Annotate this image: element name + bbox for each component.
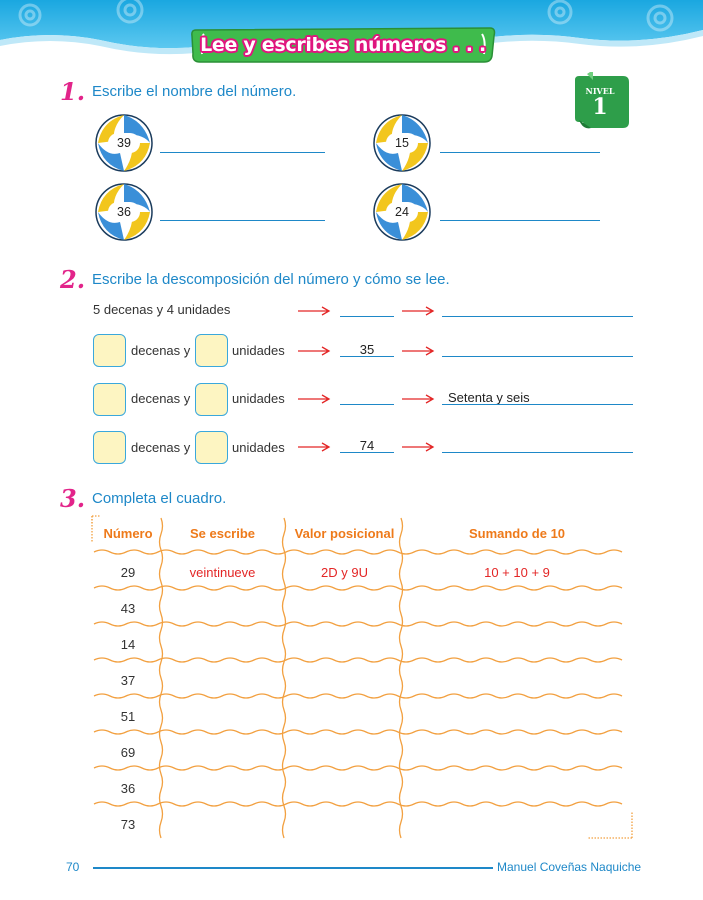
decenas-box[interactable] [93,383,126,416]
cell-numero: 14 [120,637,136,652]
ball-icon [373,183,431,241]
cell-se-escribe[interactable] [161,810,284,840]
table-grid [91,515,633,839]
footer-divider [93,867,493,869]
number-line[interactable] [340,452,394,453]
answer-line[interactable] [440,220,600,221]
cell-se-escribe[interactable] [161,630,284,660]
level-number: 1 [592,94,608,120]
cell-valor-posicional[interactable] [288,702,401,732]
cell-valor-posicional[interactable]: 2D y 9U [321,565,368,580]
arrow-right-icon [298,442,331,452]
cell-numero: 29 [120,565,136,580]
ball-number: 36 [108,202,140,222]
table-header-numero: Número [103,526,153,541]
cell-valor-posicional[interactable] [288,774,401,804]
section3-number: 3. [60,484,86,513]
cell-sumando[interactable] [403,702,631,732]
arrow-right-icon [402,394,435,404]
answer-line[interactable] [160,220,325,221]
page-title: Lee y escribes números . . . [200,34,486,56]
arrow-right-icon [298,394,331,404]
section1-number: 1. [60,77,86,106]
decenas-label: decenas y [131,343,191,358]
level-label: NIVEL [585,86,615,96]
cell-numero: 43 [120,601,136,616]
section1-instruction: Escribe el nombre del número. [92,83,297,100]
decomposition-example: 5 decenas y 4 unidades [93,302,231,317]
cell-sumando[interactable] [403,594,631,624]
cell-sumando[interactable] [403,630,631,660]
arrow-right-icon [298,346,331,356]
unidades-label: unidades [232,391,285,406]
number-line[interactable] [340,356,394,357]
cell-sumando[interactable] [403,738,631,768]
section2-heading: 2. Escribe la descomposición del número … [60,265,450,294]
cell-numero: 69 [120,745,136,760]
footer-author: Manuel Coveñas Naquiche [497,860,642,874]
cell-valor-posicional[interactable] [288,810,401,840]
arrow-right-icon [402,442,435,452]
title-banner [191,27,496,63]
number-value: 74 [359,438,375,453]
section3-heading: 3. Completa el cuadro. [60,484,226,513]
decenas-label: decenas y [131,440,191,455]
number-line[interactable] [340,316,394,317]
section3-instruction: Completa el cuadro. [92,490,227,507]
ball-number: 15 [386,133,418,153]
section2-number: 2. [60,265,86,294]
cell-numero: 73 [120,817,136,832]
cell-se-escribe[interactable] [161,738,284,768]
number-value: 35 [359,342,375,357]
table-header-valor-posicional: Valor posicional [294,526,395,541]
table-header-se-escribe: Se escribe [189,526,256,541]
unidades-label: unidades [232,343,285,358]
cell-valor-posicional[interactable] [288,630,401,660]
cell-sumando[interactable] [403,666,631,696]
unidades-label: unidades [232,440,285,455]
reading-line[interactable] [442,356,633,357]
cell-sumando[interactable]: 10 + 10 + 9 [484,565,550,580]
ball-number: 24 [386,202,418,222]
answer-line[interactable] [440,152,600,153]
cell-se-escribe[interactable] [161,666,284,696]
unidades-box[interactable] [195,383,228,416]
unidades-box[interactable] [195,431,228,464]
table-header-sumando: Sumando de 10 [468,526,566,541]
cell-numero: 36 [120,781,136,796]
arrow-right-icon [298,306,331,316]
cell-se-escribe[interactable] [161,702,284,732]
ball-number: 39 [108,133,140,153]
level-badge-icon [575,72,629,129]
unidades-box[interactable] [195,334,228,367]
reading-line[interactable] [442,404,633,405]
cell-valor-posicional[interactable] [288,738,401,768]
cell-valor-posicional[interactable] [288,666,401,696]
decenas-box[interactable] [93,431,126,464]
section2-instruction: Escribe la descomposición del número y c… [92,271,450,288]
page-number: 70 [66,860,80,874]
answer-line[interactable] [160,152,325,153]
cell-se-escribe[interactable] [161,594,284,624]
cell-sumando[interactable] [403,774,631,804]
cell-se-escribe[interactable] [161,774,284,804]
number-line[interactable] [340,404,394,405]
decenas-label: decenas y [131,391,191,406]
cell-sumando[interactable] [403,810,631,840]
cell-numero: 51 [120,709,136,724]
decenas-box[interactable] [93,334,126,367]
cell-valor-posicional[interactable] [288,594,401,624]
cell-se-escribe[interactable]: veintinueve [189,565,256,580]
reading-value: Setenta y seis [448,390,530,405]
arrow-right-icon [402,346,435,356]
reading-line[interactable] [442,452,633,453]
section1-heading: 1. Escribe el nombre del número. [60,77,296,106]
arrow-right-icon [402,306,435,316]
cell-numero: 37 [120,673,136,688]
header-wave-background [0,0,703,55]
reading-line[interactable] [442,316,633,317]
